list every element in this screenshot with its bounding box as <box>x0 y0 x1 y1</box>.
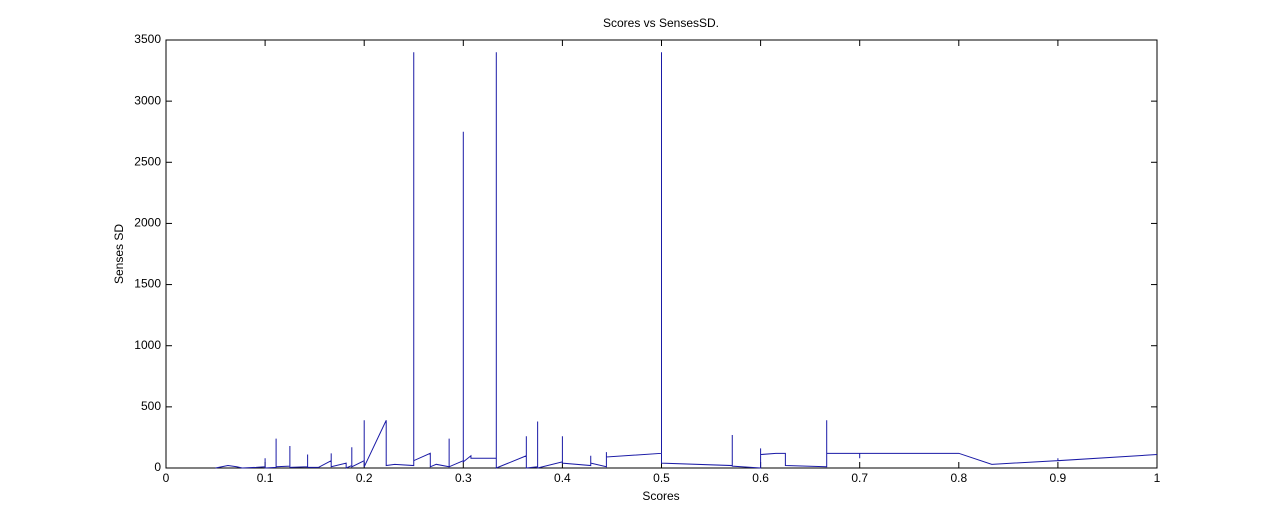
x-tick-label: 0.6 <box>752 471 769 485</box>
x-tick-label: 0.7 <box>851 471 868 485</box>
x-axis-label: Scores <box>642 489 679 503</box>
y-tick-label: 2500 <box>134 154 161 168</box>
y-tick-label: 2000 <box>134 216 161 230</box>
x-tick-label: 0.8 <box>950 471 967 485</box>
x-tick-label: 0.4 <box>554 471 571 485</box>
x-tick-label: 1 <box>1154 471 1161 485</box>
x-tick-label: 0.5 <box>653 471 670 485</box>
y-tick-label: 1500 <box>134 277 161 291</box>
y-axis-label: Senses SD <box>112 224 126 284</box>
x-tick-label: 0.2 <box>356 471 373 485</box>
y-tick-label: 0 <box>154 460 161 474</box>
y-tick-label: 3000 <box>134 93 161 107</box>
x-tick-label: 0.9 <box>1050 471 1067 485</box>
y-tick-label: 3500 <box>134 32 161 46</box>
y-tick-label: 1000 <box>134 338 161 352</box>
chart-title: Scores vs SensesSD. <box>603 16 719 30</box>
x-tick-label: 0 <box>163 471 170 485</box>
y-tick-label: 500 <box>141 399 161 413</box>
data-line <box>215 52 1158 469</box>
x-tick-label: 0.1 <box>257 471 274 485</box>
x-tick-label: 0.3 <box>455 471 472 485</box>
